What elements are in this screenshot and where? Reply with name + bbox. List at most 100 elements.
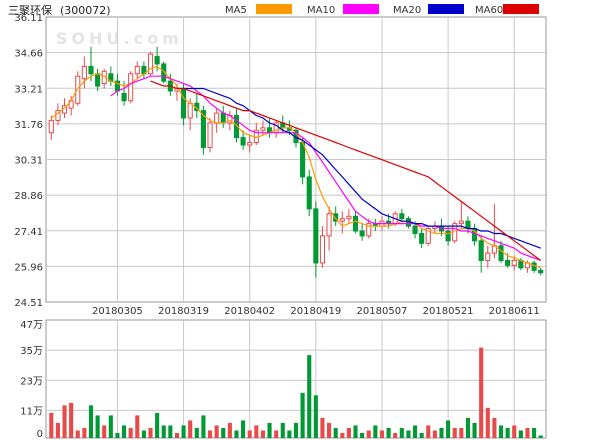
volume-bar-down xyxy=(141,430,146,438)
volume-bars xyxy=(49,347,543,438)
volume-bar-up xyxy=(247,430,252,438)
volume-bar-down xyxy=(532,427,537,438)
volume-bar-down xyxy=(300,392,305,438)
volume-bar-down xyxy=(439,427,444,438)
volume-bar-down xyxy=(181,425,186,438)
date-tick-label: 20180507 xyxy=(357,306,408,317)
volume-bar-up xyxy=(512,425,517,438)
candle-body-up xyxy=(346,215,352,220)
volume-bar-down xyxy=(360,432,365,438)
candle-body-up xyxy=(134,65,140,75)
volume-bar-up xyxy=(135,415,140,438)
candle-body-up xyxy=(458,220,464,225)
ma-line-ma60 xyxy=(150,80,542,261)
candle-body-down xyxy=(161,63,167,82)
candle-body-down xyxy=(233,115,240,139)
volume-bar-down xyxy=(333,427,338,438)
volume-bar-up xyxy=(274,430,279,438)
volume-bar-down xyxy=(115,432,120,438)
date-tick-label: 20180611 xyxy=(489,306,540,317)
candle-body-up xyxy=(81,65,87,80)
candle-body-down xyxy=(200,110,206,148)
candle-body-down xyxy=(412,225,418,234)
volume-bar-down xyxy=(95,415,100,438)
volume-bar-up xyxy=(452,427,457,438)
candle-body-down xyxy=(333,213,339,222)
volume-bar-up xyxy=(49,412,54,438)
candle-body-up xyxy=(319,235,326,264)
volume-bar-down xyxy=(505,427,510,438)
candle-body-down xyxy=(352,215,359,232)
stock-code: (300072) xyxy=(60,4,111,17)
candle-body-down xyxy=(498,245,504,261)
date-tick-label: 20180305 xyxy=(92,306,143,317)
legend-swatch-ma10 xyxy=(343,4,379,14)
ma-legend: MA5 MA10 MA20 MA60 xyxy=(225,4,539,16)
volume-grid xyxy=(46,320,546,438)
volume-bar-down xyxy=(201,415,206,438)
volume-bar-up xyxy=(227,422,232,438)
price-tick-label: 28.86 xyxy=(14,191,43,202)
volume-bar-down xyxy=(465,417,470,438)
volume-tick-label: 0 xyxy=(37,429,43,440)
volume-bar-down xyxy=(241,420,246,438)
watermark-logo: SOHU.com xyxy=(56,29,183,48)
legend-label-ma5: MA5 xyxy=(225,5,247,16)
price-tick-label: 31.76 xyxy=(14,120,43,131)
price-tick-label: 24.51 xyxy=(14,298,43,309)
volume-bar-up xyxy=(128,427,133,438)
volume-tick-label: 23万 xyxy=(20,376,43,387)
volume-bar-down xyxy=(386,427,391,438)
volume-bar-down xyxy=(412,425,418,438)
volume-bar-up xyxy=(102,425,107,438)
volume-bar-up xyxy=(148,427,153,438)
volume-bar-up xyxy=(214,425,219,438)
date-tick-label: 20180402 xyxy=(224,306,275,317)
candle-body-up xyxy=(128,73,134,102)
volume-y-axis: 47万 35万 23万 11万 0 xyxy=(20,320,43,440)
volume-bar-down xyxy=(234,430,239,438)
price-tick-label: 30.31 xyxy=(14,156,43,167)
volume-bar-up xyxy=(260,430,265,438)
volume-bar-up xyxy=(69,402,74,438)
candle-body-up xyxy=(187,102,193,119)
date-tick-label: 20180521 xyxy=(423,306,474,317)
candle-body-up xyxy=(214,112,220,124)
candle-body-up xyxy=(511,259,517,266)
candle-body-down xyxy=(121,92,127,102)
volume-bar-up xyxy=(62,405,67,438)
volume-bar-down xyxy=(267,422,272,438)
volume-bar-down xyxy=(287,430,292,438)
date-tick-label: 20180419 xyxy=(290,306,341,317)
volume-bar-down xyxy=(406,430,411,438)
price-y-axis: 36.11 34.66 33.21 31.76 30.31 28.86 27.41 25.96… xyxy=(14,13,43,309)
volume-bar-down xyxy=(353,425,358,438)
candle-body-up xyxy=(485,252,491,261)
volume-bar-down xyxy=(88,405,94,438)
ma-line-ma20 xyxy=(177,87,541,249)
volume-bar-down xyxy=(280,422,285,438)
legend-swatch-ma5 xyxy=(256,4,292,14)
volume-bar-down xyxy=(373,425,378,438)
candle-body-down xyxy=(95,73,101,87)
candle-body-up xyxy=(425,228,431,244)
volume-bar-up xyxy=(320,417,325,438)
candle-body-down xyxy=(531,262,537,271)
candle-body-up xyxy=(48,119,54,134)
candle-body-down xyxy=(313,208,319,264)
volume-bar-down xyxy=(155,412,160,438)
volume-bar-down xyxy=(293,422,299,438)
date-axis: 20180305 20180319 20180402 20180419 20180507… xyxy=(92,306,540,317)
price-tick-label: 33.21 xyxy=(14,84,43,95)
volume-bar-up xyxy=(55,422,60,438)
volume-bar-up xyxy=(379,430,385,438)
volume-bar-down xyxy=(168,425,173,438)
volume-bar-up xyxy=(75,430,80,438)
legend-label-ma20: MA20 xyxy=(393,5,421,16)
volume-bar-up xyxy=(254,425,259,438)
candle-body-down xyxy=(505,259,511,266)
price-tick-label: 25.96 xyxy=(14,262,43,273)
stock-name: 三聚环保 xyxy=(8,3,52,17)
candle-body-down xyxy=(445,230,451,242)
